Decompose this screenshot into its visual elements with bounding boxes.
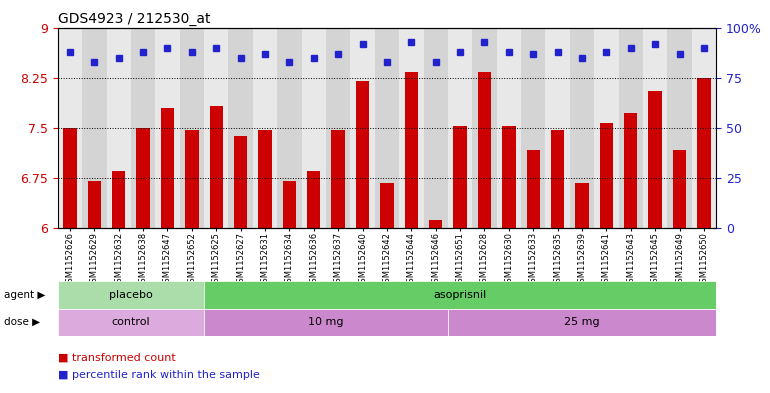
Bar — [204, 281, 716, 309]
Bar — [448, 28, 472, 228]
Bar — [179, 28, 204, 228]
Bar — [691, 28, 716, 228]
Text: asoprisnil: asoprisnil — [434, 290, 487, 300]
Text: 25 mg: 25 mg — [564, 317, 600, 327]
Text: 10 mg: 10 mg — [308, 317, 343, 327]
Bar — [185, 130, 199, 228]
Bar — [82, 28, 106, 228]
Bar — [668, 28, 691, 228]
Bar — [575, 182, 589, 228]
Bar — [161, 108, 174, 228]
Bar — [448, 309, 716, 336]
Bar — [424, 28, 448, 228]
Bar — [136, 128, 150, 228]
Bar — [331, 130, 345, 228]
Bar — [477, 72, 491, 228]
Bar — [277, 28, 302, 228]
Bar — [600, 123, 613, 228]
Text: ■ percentile rank within the sample: ■ percentile rank within the sample — [58, 370, 259, 380]
Bar — [648, 91, 662, 228]
Bar — [497, 28, 521, 228]
Bar — [131, 28, 156, 228]
Bar — [618, 28, 643, 228]
Bar — [697, 78, 711, 228]
Text: dose ▶: dose ▶ — [4, 317, 40, 327]
Text: ■ transformed count: ■ transformed count — [58, 353, 176, 363]
Bar — [58, 281, 204, 309]
Bar — [283, 181, 296, 228]
Bar — [521, 28, 545, 228]
Bar — [234, 136, 247, 228]
Bar — [112, 171, 126, 228]
Bar — [404, 72, 418, 228]
Bar — [545, 28, 570, 228]
Bar — [156, 28, 179, 228]
Bar — [375, 28, 399, 228]
Bar — [350, 28, 375, 228]
Bar — [58, 28, 82, 228]
Bar — [204, 28, 229, 228]
Bar — [570, 28, 594, 228]
Bar — [551, 130, 564, 228]
Bar — [356, 81, 370, 228]
Bar — [643, 28, 668, 228]
Bar — [673, 150, 686, 228]
Bar — [229, 28, 253, 228]
Bar — [209, 106, 223, 228]
Bar — [253, 28, 277, 228]
Bar — [527, 150, 540, 228]
Bar — [88, 181, 101, 228]
Bar — [594, 28, 618, 228]
Bar — [204, 309, 448, 336]
Bar — [454, 127, 467, 228]
Bar — [58, 309, 204, 336]
Text: agent ▶: agent ▶ — [4, 290, 45, 300]
Bar — [106, 28, 131, 228]
Bar — [399, 28, 424, 228]
Text: control: control — [112, 317, 150, 327]
Bar — [307, 171, 320, 228]
Text: placebo: placebo — [109, 290, 152, 300]
Bar — [326, 28, 350, 228]
Bar — [472, 28, 497, 228]
Bar — [63, 128, 77, 228]
Bar — [624, 113, 638, 228]
Bar — [302, 28, 326, 228]
Bar — [258, 130, 272, 228]
Text: GDS4923 / 212530_at: GDS4923 / 212530_at — [58, 13, 210, 26]
Bar — [380, 182, 393, 228]
Bar — [429, 220, 443, 228]
Bar — [502, 127, 516, 228]
